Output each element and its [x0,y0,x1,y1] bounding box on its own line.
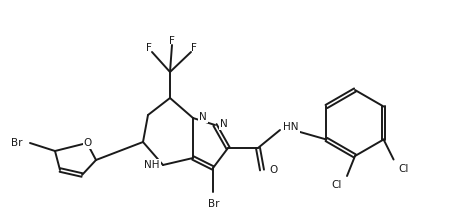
Text: N: N [220,119,228,129]
Text: O: O [84,138,92,148]
Text: Br: Br [208,199,220,209]
Text: O: O [269,165,277,175]
Text: NH: NH [145,160,160,170]
Text: F: F [169,36,175,46]
Text: F: F [146,43,152,53]
Text: HN: HN [283,122,299,132]
Text: F: F [191,43,197,53]
Text: Br: Br [11,138,23,148]
Text: N: N [199,112,207,122]
Text: Cl: Cl [332,180,342,190]
Text: Cl: Cl [399,163,409,174]
